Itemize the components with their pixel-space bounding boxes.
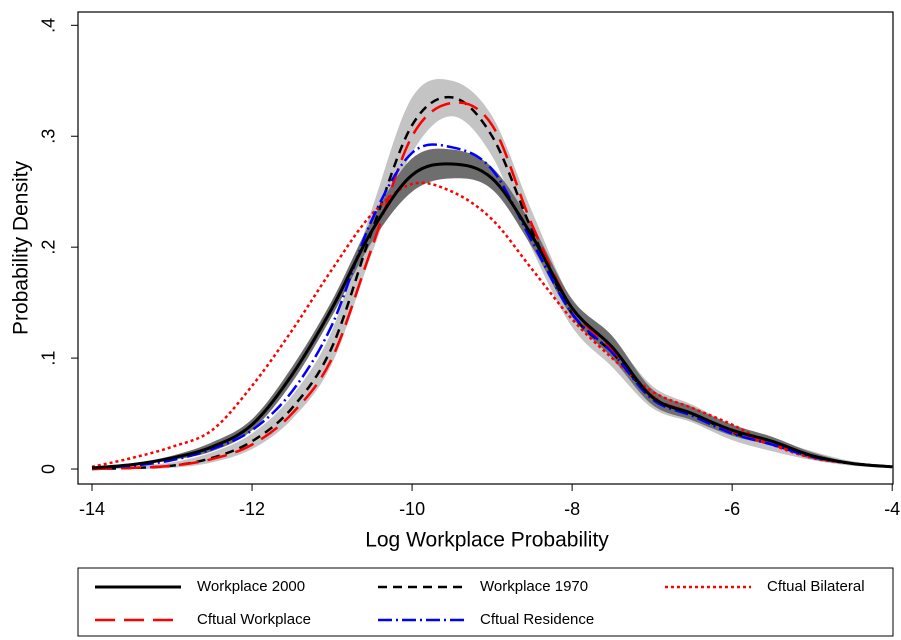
series-line [91,143,893,470]
x-tick-label: -8 [564,499,580,519]
y-tick-label: .1 [39,351,59,366]
y-axis-title: Probability Density [10,161,33,335]
confidence-band [92,148,893,470]
y-tick-label: .2 [39,240,59,255]
x-axis-title: Log Workplace Probability [365,529,609,552]
y-tick-label: .3 [39,129,59,144]
x-tick-label: -12 [239,499,265,519]
legend-label: Cftual Residence [480,611,594,628]
y-tick-label: .4 [39,18,59,33]
x-tick-label: -10 [399,499,425,519]
legend-label: Cftual Workplace [197,611,311,628]
legend-label: Workplace 2000 [197,578,305,595]
legend-label: Cftual Bilateral [767,578,865,595]
legend-frame [77,567,894,637]
legend-label: Workplace 1970 [480,578,588,595]
x-tick-label: -14 [79,499,105,519]
x-tick-label: -6 [724,499,740,519]
series-line [91,101,893,471]
series-line [91,162,893,470]
series-line [91,181,893,469]
x-tick-label: -4 [884,499,900,519]
plot-frame [77,11,894,485]
y-tick-label: 0 [39,464,59,474]
